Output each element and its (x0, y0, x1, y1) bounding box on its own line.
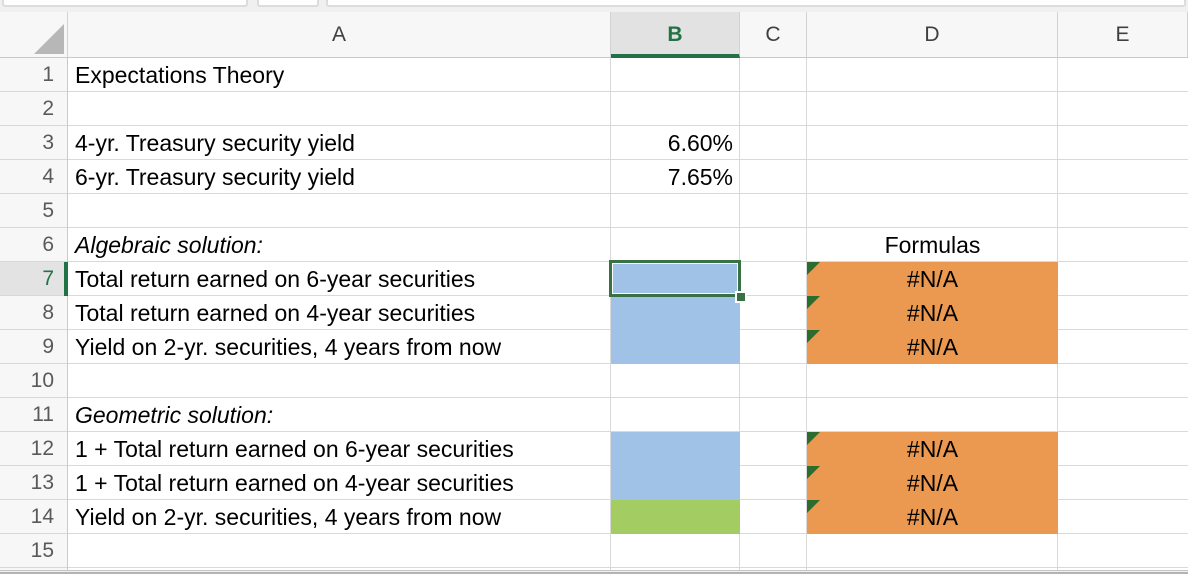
cell-D13[interactable]: #N/A (906, 470, 959, 496)
selected-row-indicator (64, 262, 68, 296)
cell-D9[interactable]: #N/A (906, 334, 959, 360)
row-header-3[interactable]: 3 (0, 126, 67, 160)
cell-D6[interactable]: Formulas (884, 232, 981, 258)
fill-handle[interactable] (735, 291, 747, 303)
selected-cell-fill (612, 263, 738, 294)
row-header-6[interactable]: 6 (0, 228, 67, 262)
select-all-triangle-icon (34, 24, 64, 54)
cell-A1[interactable]: Expectations Theory (75, 62, 285, 88)
cell-A9[interactable]: Yield on 2-yr. securities, 4 years from … (75, 334, 502, 360)
column-header-e[interactable]: E (1058, 12, 1188, 57)
gridline (610, 58, 611, 574)
selected-cell-b7[interactable] (609, 260, 741, 297)
cell-A13[interactable]: 1 + Total return earned on 4-year securi… (75, 470, 514, 496)
row-header-8[interactable]: 8 (0, 296, 67, 330)
row-header-10[interactable]: 10 (0, 364, 67, 398)
row-header-1[interactable]: 1 (0, 58, 67, 92)
cell-A3[interactable]: 4-yr. Treasury security yield (75, 130, 355, 156)
row-header-column: 1 2 3 4 5 6 7 8 9 10 11 12 13 14 15 (0, 58, 68, 574)
fill-d12-d14-orange[interactable] (807, 432, 1058, 534)
row-header-14[interactable]: 14 (0, 500, 67, 534)
column-header-a[interactable]: A (68, 12, 611, 57)
cell-A14[interactable]: Yield on 2-yr. securities, 4 years from … (75, 504, 502, 530)
cell-A7[interactable]: Total return earned on 6-year securities (75, 266, 476, 292)
row-header-5[interactable]: 5 (0, 194, 67, 228)
fx-button[interactable] (257, 0, 319, 7)
fill-d7-d9-orange[interactable] (807, 262, 1058, 364)
cell-B3[interactable]: 6.60% (667, 130, 733, 156)
column-header-b[interactable]: B (611, 12, 740, 58)
cell-A4[interactable]: 6-yr. Treasury security yield (75, 164, 355, 190)
cell-D14[interactable]: #N/A (906, 504, 959, 530)
fill-b12-b13-blue[interactable] (611, 432, 740, 500)
row-header-2[interactable]: 2 (0, 92, 67, 126)
row-header-11[interactable]: 11 (0, 398, 67, 432)
cell-D7[interactable]: #N/A (906, 266, 959, 292)
gridline (806, 58, 807, 574)
formula-bar-strip (0, 0, 1188, 12)
cell-A6[interactable]: Algebraic solution: (75, 232, 263, 258)
cell-A12[interactable]: 1 + Total return earned on 6-year securi… (75, 436, 514, 462)
row-header-4[interactable]: 4 (0, 160, 67, 194)
name-box[interactable] (2, 0, 248, 7)
row-header-15[interactable]: 15 (0, 534, 67, 568)
formula-bar-input[interactable] (326, 0, 1186, 7)
cell-A11[interactable]: Geometric solution: (75, 402, 274, 428)
column-header-row: A B C D E (0, 12, 1188, 58)
row-header-13[interactable]: 13 (0, 466, 67, 500)
cell-A8[interactable]: Total return earned on 4-year securities (75, 300, 476, 326)
cell-D12[interactable]: #N/A (906, 436, 959, 462)
cell-B4[interactable]: 7.65% (667, 164, 733, 190)
column-header-c[interactable]: C (740, 12, 807, 57)
bottom-edge (0, 570, 1188, 574)
column-header-d[interactable]: D (807, 12, 1058, 57)
row-header-7[interactable]: 7 (0, 262, 67, 296)
fill-b14-green[interactable] (611, 500, 740, 534)
row-header-12[interactable]: 12 (0, 432, 67, 466)
select-all-button[interactable] (0, 12, 68, 57)
cell-D8[interactable]: #N/A (906, 300, 959, 326)
row-header-9[interactable]: 9 (0, 330, 67, 364)
